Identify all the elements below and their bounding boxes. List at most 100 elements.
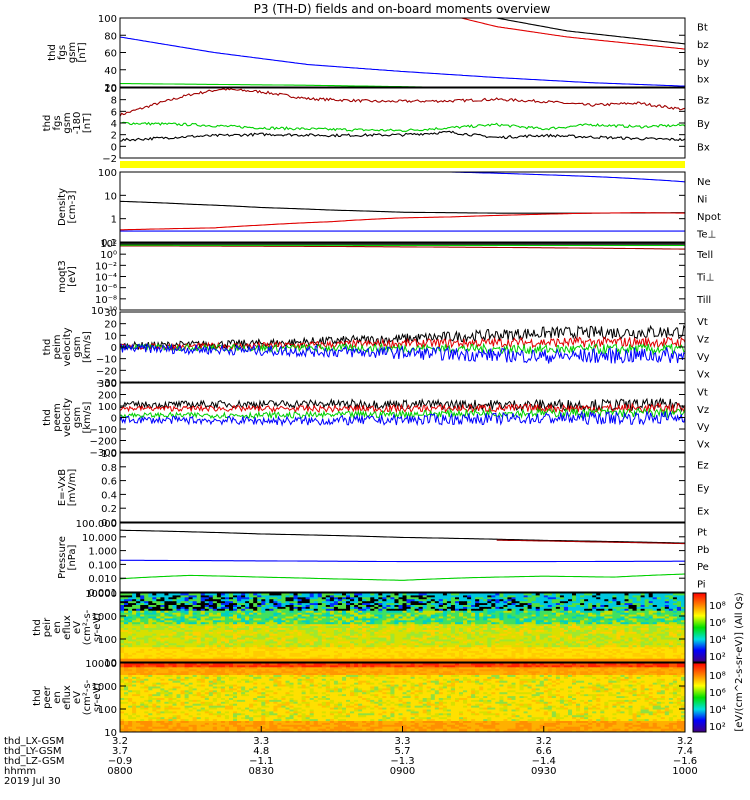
spectrogram-cell [305, 608, 311, 611]
spectrogram-cell [378, 596, 383, 600]
spectrogram-cell [600, 600, 605, 604]
spectrogram-cell [676, 633, 682, 636]
spectrogram-cell [580, 660, 585, 663]
spectrogram-cell [596, 642, 601, 646]
spectrogram-cell [487, 639, 492, 642]
spectrogram-cell [580, 621, 585, 625]
spectrogram-cell [136, 654, 141, 657]
spectrogram-cell [277, 642, 282, 646]
spectrogram-cell [208, 658, 214, 661]
spectrogram-cell [374, 644, 379, 648]
spectrogram-cell [539, 621, 545, 625]
spectrogram-cell [402, 644, 407, 648]
spectrogram-cell [450, 610, 456, 613]
spectrogram-cell [612, 614, 617, 617]
spectrogram-cell [467, 602, 472, 605]
spectrogram-cell [491, 639, 496, 642]
spectrogram-cell [463, 650, 468, 653]
spectrogram-cell [660, 602, 666, 605]
spectrogram-cell [176, 617, 181, 621]
spectrogram-cell [224, 625, 230, 628]
spectrogram-cell [495, 604, 500, 607]
spectrogram-cell [148, 608, 153, 611]
spectrogram-cell [350, 596, 355, 600]
spectrogram-cell [333, 642, 339, 646]
spectrogram-cell [620, 654, 625, 657]
spectrogram-cell [491, 619, 496, 623]
spectrogram-cell [156, 604, 161, 607]
spectrogram-cell [559, 629, 565, 632]
spectrogram-cell [455, 608, 460, 611]
spectrogram-cell [350, 614, 355, 617]
spectrogram-cell [204, 598, 210, 602]
spectrogram-cell [140, 619, 145, 623]
spectrogram-cell [592, 621, 597, 625]
spectrogram-cell [216, 656, 222, 659]
spectrogram-cell [196, 621, 202, 625]
spectrogram-cell [596, 637, 601, 640]
spectrogram-cell [180, 652, 185, 655]
spectrogram-cell [483, 648, 488, 651]
spectrogram-cell [450, 621, 456, 625]
spectrogram-cell [257, 656, 262, 659]
spectrogram-cell [208, 642, 214, 646]
spectrogram-cell [652, 614, 658, 617]
spectrogram-cell [656, 623, 662, 627]
spectrogram-cell [378, 639, 383, 642]
spectrogram-cell [144, 639, 149, 642]
spectrogram-cell [572, 652, 577, 655]
spectrogram-cell [406, 648, 411, 651]
spectrogram-cell [668, 625, 674, 628]
spectrogram-cell [568, 652, 573, 655]
spectrogram-cell [321, 629, 327, 632]
spectrogram-cell [285, 621, 290, 625]
spectrogram-cell [406, 617, 411, 621]
spectrogram-cell [479, 646, 484, 650]
spectrogram-cell [616, 642, 621, 646]
spectrogram-cell [293, 646, 298, 650]
spectrogram-cell [370, 623, 375, 627]
spectrogram-cell [333, 639, 339, 642]
spectrogram-cell [672, 625, 678, 628]
spectrogram-cell [212, 652, 218, 655]
spectrogram-cell [144, 658, 149, 661]
spectrogram-cell [422, 617, 428, 621]
spectrogram-cell [321, 604, 327, 607]
spectrogram-cell [273, 623, 278, 627]
spectrogram-cell [418, 637, 424, 640]
spectrogram-cell [515, 617, 520, 621]
spectrogram-cell [172, 637, 177, 640]
spectrogram-cell [608, 596, 613, 600]
spectrogram-cell [632, 635, 637, 638]
spectrogram-cell [600, 623, 605, 627]
spectrogram-cell [172, 629, 177, 632]
spectrogram-cell [325, 639, 331, 642]
spectrogram-cell [568, 623, 573, 627]
spectrogram-cell [374, 629, 379, 632]
spectrogram-cell [604, 642, 609, 646]
spectrogram-cell [636, 602, 642, 605]
spectrogram-cell [265, 631, 270, 634]
spectrogram-cell [418, 623, 424, 627]
spectrogram-cell [467, 604, 472, 607]
spectrogram-cell [479, 644, 484, 648]
spectrogram-cell [434, 604, 440, 607]
spectrogram-cell [140, 625, 145, 628]
spectrogram-cell [220, 646, 226, 650]
spectrogram-cell [426, 617, 432, 621]
spectrogram-cell [479, 614, 484, 617]
spectrogram-cell [124, 658, 129, 661]
spectrogram-cell [273, 660, 278, 663]
spectrogram-cell [301, 596, 307, 600]
spectrogram-cell [156, 637, 161, 640]
spectrogram-cell [668, 637, 674, 640]
spectrogram-cell [144, 660, 149, 663]
spectrogram-cell [604, 640, 609, 644]
spectrogram-cell [596, 660, 601, 663]
spectrogram-cell [317, 606, 323, 609]
spectrogram-cell [422, 598, 428, 602]
spectrogram-cell [410, 619, 416, 623]
spectrogram-cell [249, 642, 254, 646]
spectrogram-cell [559, 654, 565, 657]
spectrogram-cell [531, 610, 537, 613]
